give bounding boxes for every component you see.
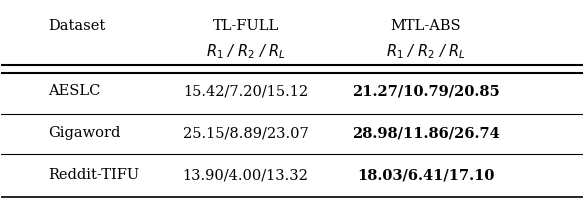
Text: AESLC: AESLC [48,84,100,98]
Text: $R_1$ / $R_2$ / $R_L$: $R_1$ / $R_2$ / $R_L$ [206,42,286,61]
Text: 13.90/4.00/13.32: 13.90/4.00/13.32 [183,168,308,182]
Text: Dataset: Dataset [48,20,105,33]
Text: Gigaword: Gigaword [48,126,120,140]
Text: 25.15/8.89/23.07: 25.15/8.89/23.07 [183,126,308,140]
Text: MTL-ABS: MTL-ABS [390,20,461,33]
Text: TL-FULL: TL-FULL [213,20,279,33]
Text: 28.98/11.86/26.74: 28.98/11.86/26.74 [352,126,499,140]
Text: 18.03/6.41/17.10: 18.03/6.41/17.10 [357,168,495,182]
Text: 21.27/10.79/20.85: 21.27/10.79/20.85 [352,84,499,98]
Text: Reddit-TIFU: Reddit-TIFU [48,168,139,182]
Text: 15.42/7.20/15.12: 15.42/7.20/15.12 [183,84,308,98]
Text: $R_1$ / $R_2$ / $R_L$: $R_1$ / $R_2$ / $R_L$ [385,42,465,61]
